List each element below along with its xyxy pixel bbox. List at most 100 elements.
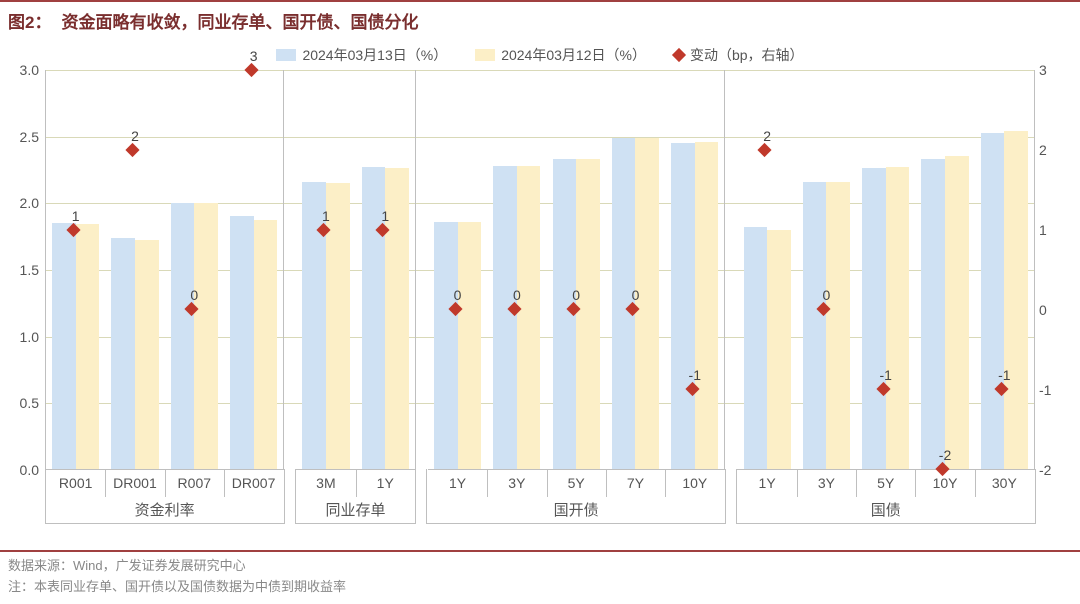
x-category-label: 1Y [356,469,415,491]
bar-cell: 07Y [606,70,665,469]
change-marker-wrap: -1 [883,389,888,394]
x-category-label: 3Y [797,469,856,491]
legend-item: 2024年03月13日（%） [276,45,447,65]
legend-label: 2024年03月13日（%） [302,45,447,65]
bar-cell: 03Y [487,70,546,469]
bar-series-b [886,167,910,469]
bar-cell: -130Y [975,70,1034,469]
y-left-tick-label: 0.0 [7,462,39,478]
bar-series-b [945,156,969,469]
marker-value-label: 1 [381,208,389,224]
bar-series-a [671,143,695,469]
bar-cell: 1R001 [46,70,105,469]
footer-source: 数据来源：Wind，广发证券发展研究中心 [8,556,1072,577]
bar-cell: 01Y [428,70,487,469]
y-right-tick-label: 3 [1039,62,1065,78]
marker-value-label: 0 [572,287,580,303]
change-marker-wrap: 0 [192,309,197,314]
y-left-tick-label: 3.0 [7,62,39,78]
x-category-label: 7Y [606,469,665,491]
y-right-tick-label: 0 [1039,302,1065,318]
bar-series-a [862,168,886,469]
legend-item: 2024年03月12日（%） [475,45,646,65]
category-group: 国开债01Y03Y05Y07Y-110Y [428,70,726,470]
bar-series-b [767,230,791,469]
marker-value-label: 1 [72,208,80,224]
bar-series-b [254,220,278,469]
bar-cell: 3DR007 [224,70,283,469]
bar-series-b [458,222,482,469]
change-marker-wrap: -1 [1002,389,1007,394]
footer-note-text: 本表同业存单、国开债以及国债数据为中债到期收益率 [34,579,346,594]
marker-value-label: 3 [250,48,258,64]
bar-series-a [171,203,195,469]
y-left-tick-label: 2.5 [7,129,39,145]
category-group: 国债21Y03Y-15Y-210Y-130Y [737,70,1035,470]
x-category-label: DR007 [224,469,283,491]
x-category-label: 1Y [737,469,796,491]
change-marker-wrap: 1 [73,230,78,235]
footer-note: 注：本表同业存单、国开债以及国债数据为中债到期收益率 [8,577,1072,598]
x-category-label: 30Y [975,469,1034,491]
legend-label: 变动（bp，右轴） [690,45,804,65]
bar-cell: -110Y [665,70,724,469]
marker-value-label: 1 [322,208,330,224]
marker-value-label: 2 [131,128,139,144]
y-right-tick-label: -2 [1039,462,1065,478]
bar-series-a [230,216,254,469]
change-marker-wrap: 0 [574,309,579,314]
bar-series-a [744,227,768,469]
bar-cell: 03Y [797,70,856,469]
bar-series-a [803,182,827,469]
x-category-label: 5Y [856,469,915,491]
legend-item: 变动（bp，右轴） [674,45,804,65]
legend-swatch [475,49,495,61]
marker-value-label: 2 [763,128,771,144]
bar-cell: 05Y [547,70,606,469]
x-category-label: 10Y [665,469,724,491]
bar-cell: 13M [296,70,355,469]
bar-cell: 0R007 [165,70,224,469]
y-right-tick-label: 2 [1039,142,1065,158]
marker-value-label: 0 [632,287,640,303]
bar-series-b [635,138,659,469]
bar-series-b [326,183,350,469]
x-category-label: DR001 [105,469,164,491]
diamond-marker-icon [125,143,139,157]
x-category-label: 3M [296,469,355,491]
title-text: 资金面略有收敛，同业存单、国开债、国债分化 [61,8,418,33]
x-category-label: R001 [46,469,105,491]
change-marker-wrap: 2 [765,150,770,155]
change-marker-wrap: 1 [383,230,388,235]
footer-source-label: 数据来源： [8,558,73,573]
change-marker-wrap: 0 [455,309,460,314]
bar-series-a [111,238,135,469]
x-category-label: 5Y [547,469,606,491]
bar-cell: 21Y [737,70,796,469]
x-category-label: 1Y [428,469,487,491]
marker-value-label: 0 [190,287,198,303]
bar-series-b [576,159,600,469]
marker-value-label: 0 [454,287,462,303]
diamond-marker-icon [244,63,258,77]
change-marker-wrap: 0 [514,309,519,314]
bar-series-b [135,240,159,469]
bar-series-a [921,159,945,469]
chart-area: 2024年03月13日（%）2024年03月12日（%）变动（bp，右轴） 资金… [45,70,1035,470]
x-category-label: 10Y [915,469,974,491]
chart-footer: 数据来源：Wind，广发证券发展研究中心 注：本表同业存单、国开债以及国债数据为… [0,550,1080,604]
y-left-tick-label: 2.0 [7,195,39,211]
bar-cell: 11Y [356,70,415,469]
marker-value-label: -1 [879,367,891,383]
y-left-tick-label: 0.5 [7,395,39,411]
legend-diamond-icon [672,48,686,62]
footer-source-text: Wind，广发证券发展研究中心 [73,558,246,573]
bar-series-a [493,166,517,469]
y-right-tick-label: -1 [1039,382,1065,398]
marker-value-label: -1 [998,367,1010,383]
change-marker-wrap: 1 [323,230,328,235]
plot-area: 资金利率1R0012DR0010R0073DR007同业存单13M11Y国开债0… [45,70,1035,470]
x-category-label: 3Y [487,469,546,491]
marker-value-label: -1 [689,367,701,383]
chart-title-bar: 图2： 资金面略有收敛，同业存单、国开债、国债分化 [0,0,1080,37]
